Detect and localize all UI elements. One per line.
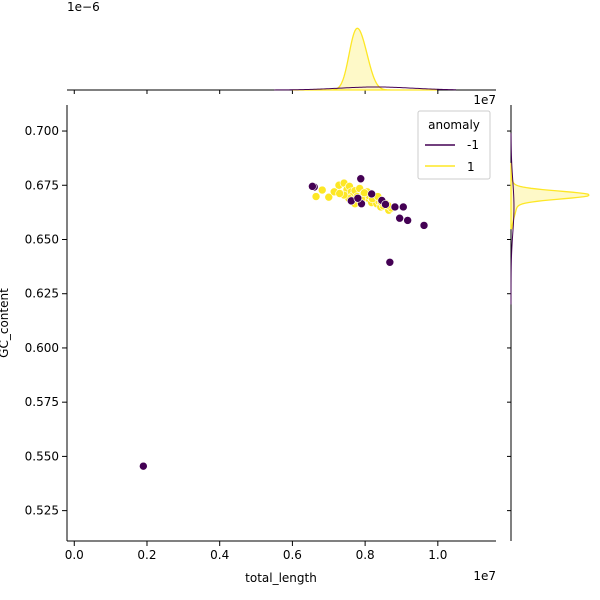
right-marginal-density	[507, 105, 590, 541]
y-axis-label: GC_content	[0, 288, 11, 358]
x-tick-label: 0.6	[283, 548, 302, 562]
x-offset-label: 1e7	[473, 569, 496, 583]
x-axis-label: total_length	[245, 571, 317, 585]
x-tick-label: 0.4	[210, 548, 229, 562]
y-tick-label: 0.525	[25, 504, 59, 518]
y-tick-label: 0.675	[25, 178, 59, 192]
y-tick-label: 0.700	[25, 124, 59, 138]
y-tick-label: 0.650	[25, 232, 59, 246]
x-tick-label: 0.2	[137, 548, 156, 562]
y-axis-ticks: 0.525 0.550 0.575 0.600 0.625 0.650 0.675 0.700	[25, 124, 67, 518]
right-kde-series-neg1	[510, 133, 515, 305]
scatter-point-neg1	[385, 257, 395, 267]
scatter-points	[139, 174, 429, 471]
right-marginal-offset-label: 1e7	[473, 93, 496, 107]
legend-label-1: 1	[467, 160, 475, 174]
y-tick-label: 0.600	[25, 341, 59, 355]
scatter-point-neg1	[398, 202, 408, 212]
scatter-point-neg1	[403, 216, 412, 225]
top-kde-series-neg1	[274, 86, 457, 91]
scatter-point-1	[335, 189, 344, 198]
scatter-point-neg1	[381, 200, 390, 209]
scatter-point-neg1	[367, 189, 376, 199]
scatter-point-neg1	[419, 221, 429, 230]
scatter-point-1	[311, 192, 321, 201]
legend-title: anomaly	[428, 118, 480, 132]
scatter-point-neg1	[139, 461, 148, 471]
top-kde-series-1	[292, 27, 438, 91]
scatter-point-neg1	[353, 193, 363, 203]
scatter-point-1	[360, 188, 369, 198]
y-tick-label: 0.575	[25, 395, 59, 409]
scatter-point-neg1	[356, 174, 366, 184]
top-marginal-density	[67, 27, 496, 94]
legend: anomaly -1 1	[417, 110, 491, 180]
scatter-point-neg1	[395, 213, 404, 223]
x-tick-label: 0.0	[65, 548, 84, 562]
y-tick-label: 0.550	[25, 449, 59, 463]
y-tick-label: 0.625	[25, 287, 59, 301]
right-kde-series-1	[510, 162, 590, 230]
top-marginal-offset-label: 1e−6	[67, 0, 100, 14]
scatter-point-1	[324, 192, 334, 202]
x-tick-label: 1.0	[428, 548, 447, 562]
legend-label-neg1: -1	[467, 138, 479, 152]
x-tick-label: 0.8	[356, 548, 375, 562]
x-axis-ticks: 0.0 0.2 0.4 0.6 0.8 1.0	[65, 541, 447, 562]
scatter-point-1	[317, 185, 327, 195]
scatter-point-neg1	[390, 202, 400, 212]
scatter-point-neg1	[308, 182, 317, 191]
